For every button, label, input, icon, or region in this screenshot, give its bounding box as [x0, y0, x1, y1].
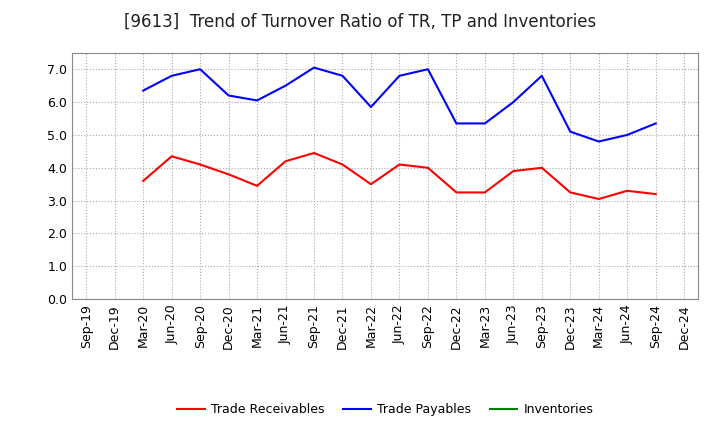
Legend: Trade Receivables, Trade Payables, Inventories: Trade Receivables, Trade Payables, Inven… [172, 398, 598, 421]
Trade Payables [139, 88, 148, 93]
Trade Receivables [139, 178, 148, 183]
Trade Payables [196, 66, 204, 72]
Trade Payables [167, 73, 176, 78]
Trade Payables [310, 65, 318, 70]
Trade Receivables [338, 162, 347, 167]
Trade Payables [338, 73, 347, 78]
Trade Payables [452, 121, 461, 126]
Trade Receivables [395, 162, 404, 167]
Trade Receivables [623, 188, 631, 194]
Trade Receivables [196, 162, 204, 167]
Trade Receivables [595, 196, 603, 202]
Line: Trade Receivables: Trade Receivables [143, 153, 656, 199]
Trade Receivables [566, 190, 575, 195]
Trade Payables [652, 121, 660, 126]
Trade Receivables [537, 165, 546, 170]
Trade Receivables [310, 150, 318, 156]
Trade Payables [253, 98, 261, 103]
Trade Payables [480, 121, 489, 126]
Trade Receivables [452, 190, 461, 195]
Trade Payables [537, 73, 546, 78]
Trade Receivables [480, 190, 489, 195]
Trade Receivables [167, 154, 176, 159]
Line: Trade Payables: Trade Payables [143, 68, 656, 142]
Trade Payables [395, 73, 404, 78]
Trade Payables [595, 139, 603, 144]
Trade Receivables [253, 183, 261, 188]
Trade Receivables [652, 191, 660, 197]
Trade Payables [423, 66, 432, 72]
Trade Payables [282, 83, 290, 88]
Trade Receivables [225, 172, 233, 177]
Trade Payables [566, 129, 575, 134]
Trade Receivables [423, 165, 432, 170]
Trade Payables [366, 104, 375, 110]
Text: [9613]  Trend of Turnover Ratio of TR, TP and Inventories: [9613] Trend of Turnover Ratio of TR, TP… [124, 13, 596, 31]
Trade Receivables [509, 169, 518, 174]
Trade Receivables [366, 182, 375, 187]
Trade Payables [623, 132, 631, 138]
Trade Payables [225, 93, 233, 98]
Trade Receivables [282, 158, 290, 164]
Trade Payables [509, 99, 518, 105]
